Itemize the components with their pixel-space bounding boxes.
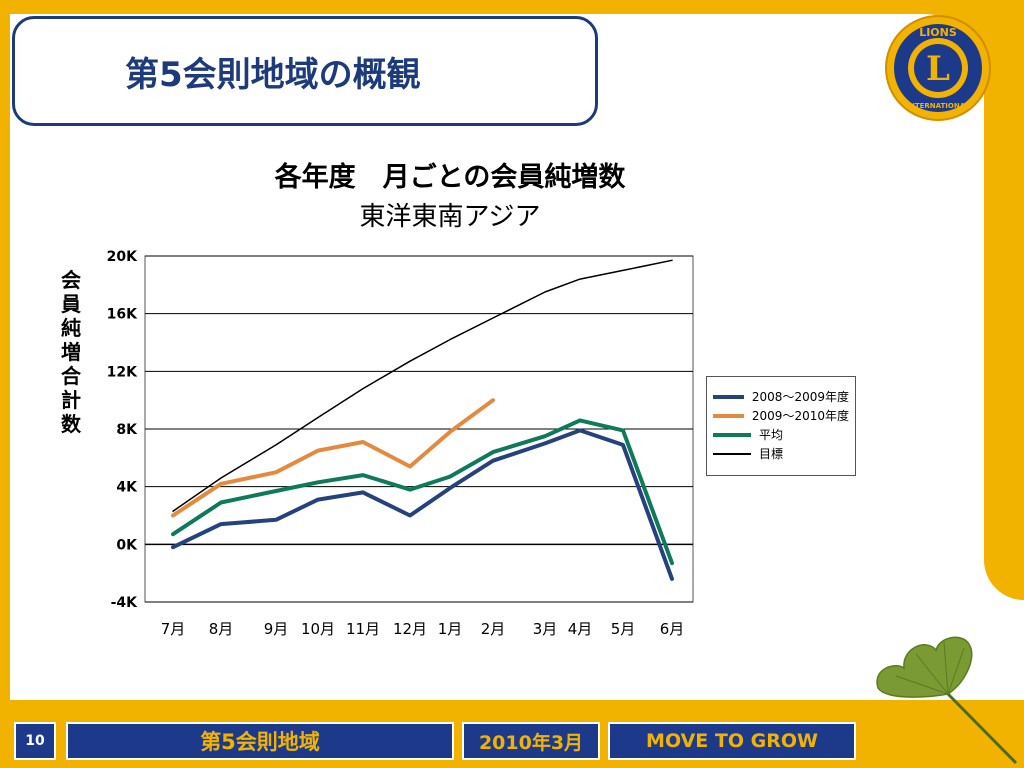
x-tick-label-1: 8月 xyxy=(209,620,234,638)
x-tick-label-0: 7月 xyxy=(161,620,186,638)
series-line-average xyxy=(171,418,674,566)
x-tick-label-3: 10月 xyxy=(301,620,335,638)
slide-title: 第5会則地域の概観 xyxy=(125,54,421,95)
chart-legend: 2008～2009年度 2009～2010年度 平均 目標 xyxy=(706,376,856,476)
legend-swatch-2009 xyxy=(713,413,744,418)
y-tick-label-3: 8K xyxy=(116,422,138,438)
legend-label-target: 目標 xyxy=(759,447,784,461)
footer-date: 2010年3月 xyxy=(462,722,600,760)
svg-text:L: L xyxy=(926,49,950,89)
legend-swatch-2008 xyxy=(713,394,744,399)
x-tick-label-6: 1月 xyxy=(438,620,463,638)
y-tick-label-2: 4K xyxy=(116,480,138,496)
svg-text:LIONS: LIONS xyxy=(919,26,957,39)
y-tick-label-1: 0K xyxy=(116,537,138,553)
legend-label-2008: 2008～2009年度 xyxy=(751,390,849,404)
x-tick-label-7: 2月 xyxy=(481,620,506,638)
y-tick-label-6: 20K xyxy=(107,249,138,265)
legend-item-average: 平均 xyxy=(713,425,849,444)
y-tick-label-0: -4K xyxy=(111,595,139,611)
y-axis-label: 会員純増合計数 xyxy=(61,268,81,436)
legend-label-average: 平均 xyxy=(759,428,784,442)
y-tick-label-5: 16K xyxy=(107,307,138,323)
ginkgo-leaf-icon xyxy=(876,636,1018,765)
footer-district: 第5会則地域 xyxy=(66,722,454,760)
series-line-2009 xyxy=(171,398,495,518)
brand-name: エバハルト J. ヴィルフス xyxy=(668,27,877,47)
legend-item-target: 目標 xyxy=(713,444,849,463)
frame-left xyxy=(0,0,10,768)
legend-item-2009: 2009～2010年度 xyxy=(713,406,849,425)
series-line-target xyxy=(172,259,673,512)
brand-role: 国際会長 xyxy=(668,52,712,65)
chart-subtitle: 東洋東南アジア xyxy=(359,202,541,232)
lions-logo-icon: L LIONS INTERNATIONAL xyxy=(885,15,991,121)
legend-swatch-target xyxy=(713,452,751,455)
frame-right xyxy=(984,0,1024,600)
chart-title: 各年度 月ごとの会員純増数 xyxy=(274,162,626,193)
footer-motto: MOVE TO GROW xyxy=(608,722,856,760)
x-tick-label-8: 3月 xyxy=(533,620,558,638)
title-box: 第5会則地域の概観 xyxy=(12,16,598,126)
legend-label-2009: 2009～2010年度 xyxy=(751,409,849,423)
y-tick-label-4: 12K xyxy=(107,364,138,380)
series-line-2008 xyxy=(171,428,674,581)
legend-swatch-average xyxy=(713,432,751,437)
x-tick-label-9: 4月 xyxy=(568,620,593,638)
x-tick-label-5: 12月 xyxy=(393,620,427,638)
x-tick-label-4: 11月 xyxy=(346,620,380,638)
x-tick-label-2: 9月 xyxy=(264,620,289,638)
page-number: 10 xyxy=(14,722,56,760)
x-tick-label-10: 5月 xyxy=(611,620,636,638)
legend-item-2008: 2008～2009年度 xyxy=(713,387,849,406)
svg-text:INTERNATIONAL: INTERNATIONAL xyxy=(906,102,970,110)
x-tick-label-11: 6月 xyxy=(660,620,685,638)
